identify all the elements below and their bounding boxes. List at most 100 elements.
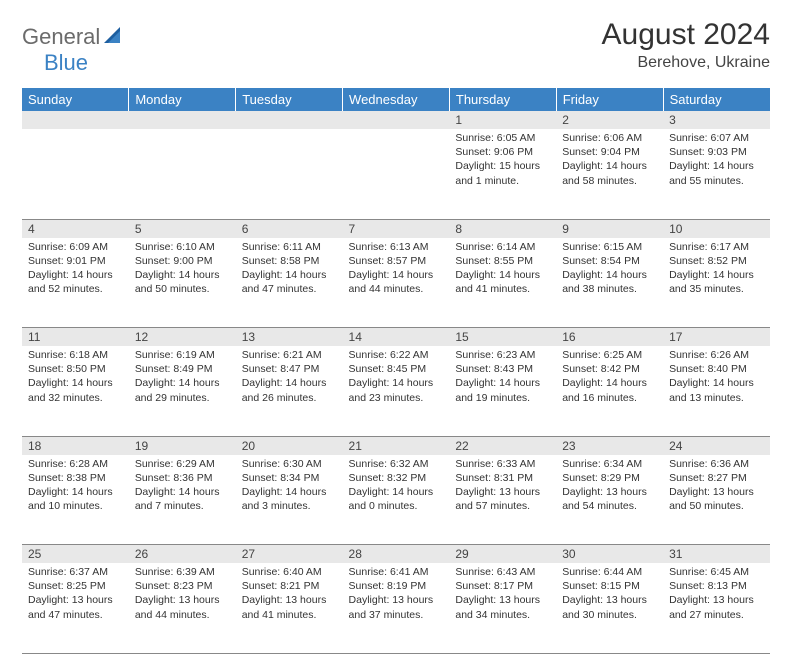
sunrise-label: Sunrise: 6:33 AM xyxy=(455,457,550,471)
week-content-row: Sunrise: 6:28 AMSunset: 8:38 PMDaylight:… xyxy=(22,455,770,545)
day-number xyxy=(22,111,129,129)
location-label: Berehove, Ukraine xyxy=(602,54,770,72)
day-cell: Sunrise: 6:05 AMSunset: 9:06 PMDaylight:… xyxy=(449,129,556,219)
col-wednesday: Wednesday xyxy=(343,88,450,111)
day-cell-content: Sunrise: 6:30 AMSunset: 8:34 PMDaylight:… xyxy=(236,455,343,518)
day-number: 13 xyxy=(236,328,343,347)
daylight2-label: and 41 minutes. xyxy=(242,608,337,622)
sunrise-label: Sunrise: 6:29 AM xyxy=(135,457,230,471)
day-cell: Sunrise: 6:33 AMSunset: 8:31 PMDaylight:… xyxy=(449,455,556,545)
sunrise-label: Sunrise: 6:40 AM xyxy=(242,565,337,579)
day-cell xyxy=(236,129,343,219)
daylight2-label: and 44 minutes. xyxy=(135,608,230,622)
day-cell: Sunrise: 6:14 AMSunset: 8:55 PMDaylight:… xyxy=(449,238,556,328)
day-cell-content: Sunrise: 6:14 AMSunset: 8:55 PMDaylight:… xyxy=(449,238,556,301)
day-number: 6 xyxy=(236,219,343,238)
day-number: 15 xyxy=(449,328,556,347)
day-cell: Sunrise: 6:11 AMSunset: 8:58 PMDaylight:… xyxy=(236,238,343,328)
sunset-label: Sunset: 8:31 PM xyxy=(455,471,550,485)
day-number xyxy=(129,111,236,129)
sunset-label: Sunset: 8:34 PM xyxy=(242,471,337,485)
day-cell: Sunrise: 6:43 AMSunset: 8:17 PMDaylight:… xyxy=(449,563,556,653)
sunrise-label: Sunrise: 6:07 AM xyxy=(669,131,764,145)
col-tuesday: Tuesday xyxy=(236,88,343,111)
sunrise-label: Sunrise: 6:26 AM xyxy=(669,348,764,362)
week-content-row: Sunrise: 6:37 AMSunset: 8:25 PMDaylight:… xyxy=(22,563,770,653)
day-number: 17 xyxy=(663,328,770,347)
day-cell-content: Sunrise: 6:22 AMSunset: 8:45 PMDaylight:… xyxy=(343,346,450,409)
sunrise-label: Sunrise: 6:21 AM xyxy=(242,348,337,362)
daylight2-label: and 55 minutes. xyxy=(669,174,764,188)
col-saturday: Saturday xyxy=(663,88,770,111)
day-number: 14 xyxy=(343,328,450,347)
day-number: 27 xyxy=(236,545,343,564)
day-cell: Sunrise: 6:39 AMSunset: 8:23 PMDaylight:… xyxy=(129,563,236,653)
daylight2-label: and 47 minutes. xyxy=(242,282,337,296)
day-number: 16 xyxy=(556,328,663,347)
daylight2-label: and 13 minutes. xyxy=(669,391,764,405)
day-cell: Sunrise: 6:44 AMSunset: 8:15 PMDaylight:… xyxy=(556,563,663,653)
daylight2-label: and 3 minutes. xyxy=(242,499,337,513)
day-cell-content: Sunrise: 6:40 AMSunset: 8:21 PMDaylight:… xyxy=(236,563,343,626)
daylight2-label: and 47 minutes. xyxy=(28,608,123,622)
sunset-label: Sunset: 8:32 PM xyxy=(349,471,444,485)
logo-text-blue: Blue xyxy=(44,50,88,76)
sunset-label: Sunset: 8:42 PM xyxy=(562,362,657,376)
daylight2-label: and 35 minutes. xyxy=(669,282,764,296)
day-number: 9 xyxy=(556,219,663,238)
daylight1-label: Daylight: 14 hours xyxy=(562,376,657,390)
day-cell xyxy=(22,129,129,219)
daylight1-label: Daylight: 14 hours xyxy=(349,376,444,390)
day-cell-content: Sunrise: 6:37 AMSunset: 8:25 PMDaylight:… xyxy=(22,563,129,626)
daylight1-label: Daylight: 13 hours xyxy=(669,593,764,607)
daylight1-label: Daylight: 14 hours xyxy=(135,268,230,282)
sunset-label: Sunset: 9:00 PM xyxy=(135,254,230,268)
day-cell-content: Sunrise: 6:36 AMSunset: 8:27 PMDaylight:… xyxy=(663,455,770,518)
day-number: 19 xyxy=(129,436,236,455)
day-cell-content: Sunrise: 6:23 AMSunset: 8:43 PMDaylight:… xyxy=(449,346,556,409)
daylight2-label: and 44 minutes. xyxy=(349,282,444,296)
day-number: 8 xyxy=(449,219,556,238)
daylight2-label: and 23 minutes. xyxy=(349,391,444,405)
sunrise-label: Sunrise: 6:10 AM xyxy=(135,240,230,254)
sunset-label: Sunset: 8:57 PM xyxy=(349,254,444,268)
sunrise-label: Sunrise: 6:39 AM xyxy=(135,565,230,579)
sunset-label: Sunset: 8:58 PM xyxy=(242,254,337,268)
day-cell: Sunrise: 6:22 AMSunset: 8:45 PMDaylight:… xyxy=(343,346,450,436)
sunrise-label: Sunrise: 6:25 AM xyxy=(562,348,657,362)
day-number: 29 xyxy=(449,545,556,564)
sunset-label: Sunset: 8:23 PM xyxy=(135,579,230,593)
sunrise-label: Sunrise: 6:06 AM xyxy=(562,131,657,145)
day-cell: Sunrise: 6:19 AMSunset: 8:49 PMDaylight:… xyxy=(129,346,236,436)
daylight1-label: Daylight: 14 hours xyxy=(455,376,550,390)
col-sunday: Sunday xyxy=(22,88,129,111)
day-cell: Sunrise: 6:06 AMSunset: 9:04 PMDaylight:… xyxy=(556,129,663,219)
sunrise-label: Sunrise: 6:34 AM xyxy=(562,457,657,471)
day-cell-content: Sunrise: 6:13 AMSunset: 8:57 PMDaylight:… xyxy=(343,238,450,301)
daylight2-label: and 30 minutes. xyxy=(562,608,657,622)
day-number: 24 xyxy=(663,436,770,455)
day-cell: Sunrise: 6:37 AMSunset: 8:25 PMDaylight:… xyxy=(22,563,129,653)
sunset-label: Sunset: 8:45 PM xyxy=(349,362,444,376)
day-number: 23 xyxy=(556,436,663,455)
day-number: 28 xyxy=(343,545,450,564)
day-cell: Sunrise: 6:15 AMSunset: 8:54 PMDaylight:… xyxy=(556,238,663,328)
sunset-label: Sunset: 8:21 PM xyxy=(242,579,337,593)
daylight1-label: Daylight: 13 hours xyxy=(669,485,764,499)
day-cell: Sunrise: 6:36 AMSunset: 8:27 PMDaylight:… xyxy=(663,455,770,545)
daylight1-label: Daylight: 14 hours xyxy=(242,376,337,390)
daylight2-label: and 10 minutes. xyxy=(28,499,123,513)
day-number: 26 xyxy=(129,545,236,564)
sunset-label: Sunset: 8:17 PM xyxy=(455,579,550,593)
daylight1-label: Daylight: 15 hours xyxy=(455,159,550,173)
day-cell: Sunrise: 6:25 AMSunset: 8:42 PMDaylight:… xyxy=(556,346,663,436)
day-cell-content: Sunrise: 6:34 AMSunset: 8:29 PMDaylight:… xyxy=(556,455,663,518)
sunrise-label: Sunrise: 6:18 AM xyxy=(28,348,123,362)
day-cell-content: Sunrise: 6:45 AMSunset: 8:13 PMDaylight:… xyxy=(663,563,770,626)
day-cell: Sunrise: 6:28 AMSunset: 8:38 PMDaylight:… xyxy=(22,455,129,545)
day-cell: Sunrise: 6:07 AMSunset: 9:03 PMDaylight:… xyxy=(663,129,770,219)
week-daynum-row: 11121314151617 xyxy=(22,328,770,347)
daylight1-label: Daylight: 14 hours xyxy=(135,485,230,499)
day-cell-content: Sunrise: 6:25 AMSunset: 8:42 PMDaylight:… xyxy=(556,346,663,409)
daylight1-label: Daylight: 14 hours xyxy=(669,159,764,173)
